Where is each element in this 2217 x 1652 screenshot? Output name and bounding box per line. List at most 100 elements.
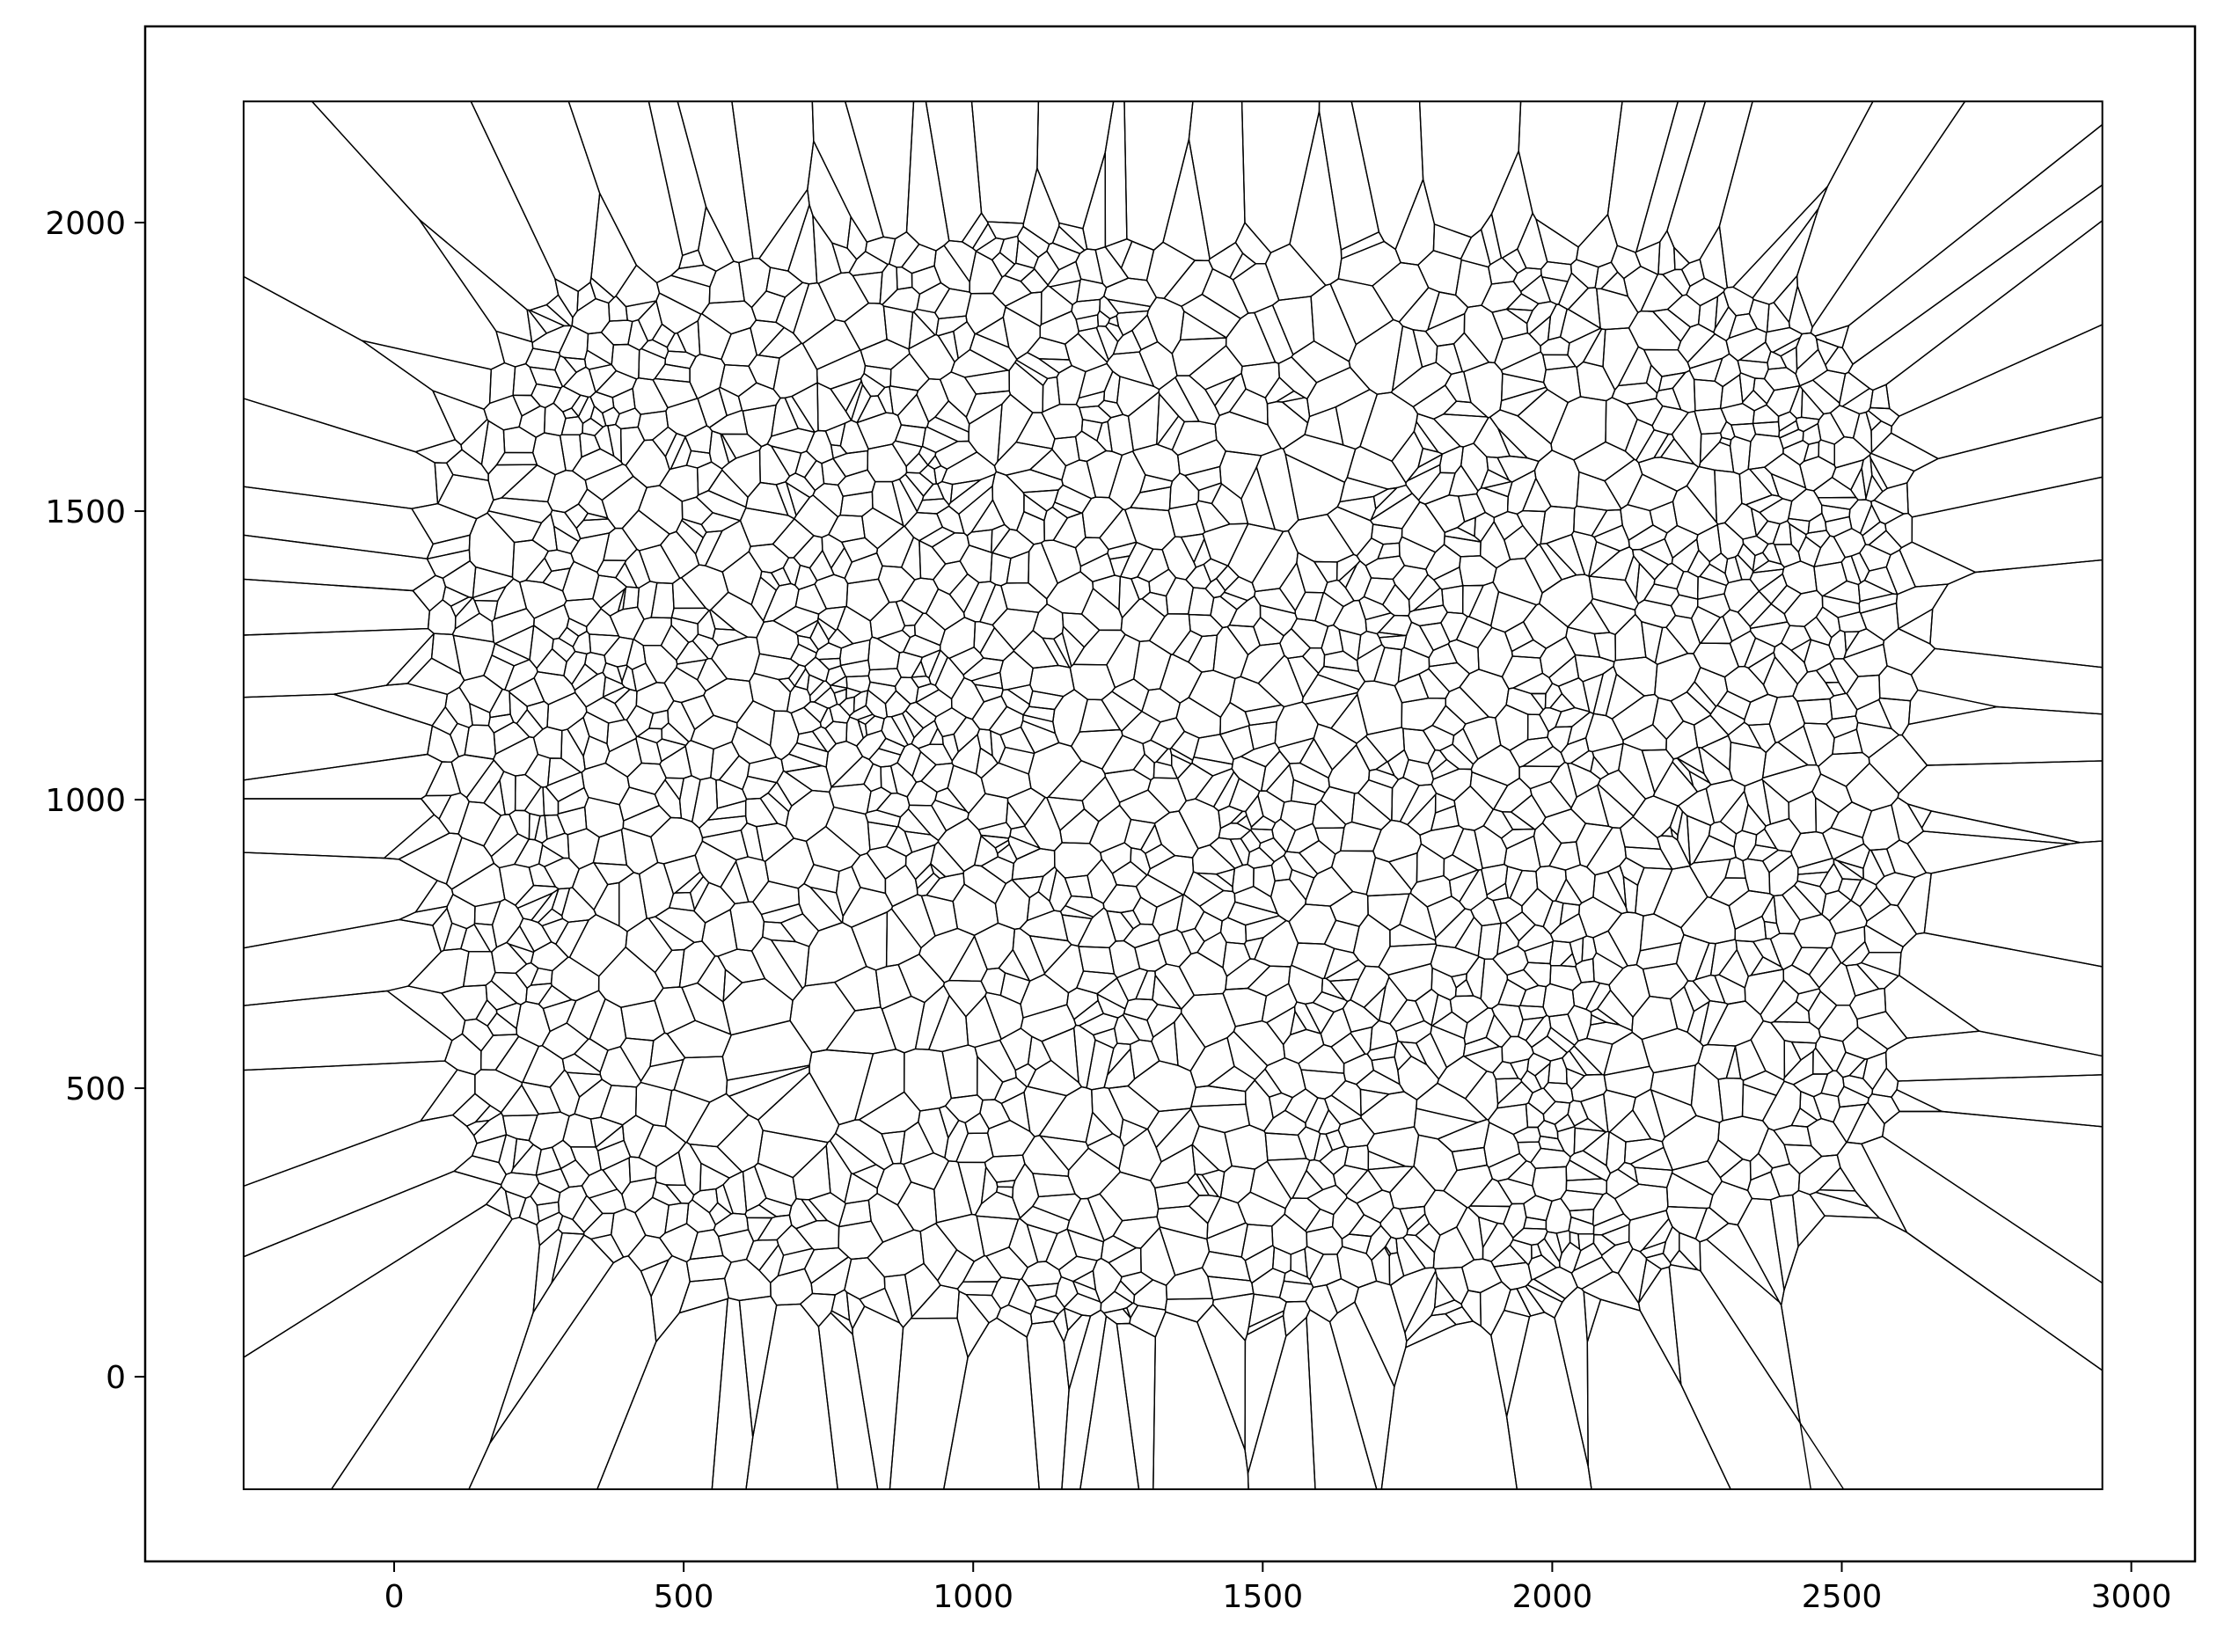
- voronoi-cell: [1394, 179, 1436, 266]
- voronoi-cell: [1527, 1087, 1556, 1115]
- voronoi-cell: [720, 860, 750, 905]
- voronoi-cell: [1154, 963, 1196, 1010]
- voronoi-cell: [1329, 278, 1394, 346]
- voronoi-cell: [1628, 310, 1682, 351]
- voronoi-cell: [914, 863, 934, 889]
- voronoi-cell: [1222, 987, 1268, 1027]
- voronoi-cell: [694, 530, 723, 567]
- voronoi-cell: [528, 813, 541, 841]
- voronoi-cell: [966, 529, 993, 553]
- voronoi-cell: [706, 800, 747, 821]
- voronoi-cell: [789, 981, 856, 1054]
- voronoi-cell: [1522, 478, 1552, 513]
- voronoi-cell: [803, 864, 840, 894]
- voronoi-cell: [664, 433, 686, 471]
- voronoi-cell: [1019, 1205, 1071, 1235]
- voronoi-cell: [1254, 919, 1299, 968]
- voronoi-cell: [1744, 637, 1776, 669]
- voronoi-cell: [607, 423, 622, 463]
- voronoi-cell: [1101, 691, 1143, 732]
- voronoi-cell: [825, 665, 846, 686]
- voronoi-cell: [1100, 1290, 1134, 1314]
- voronoi-cell: [974, 683, 1004, 703]
- voronoi-cell: [1365, 727, 1406, 763]
- voronoi-cell: [1489, 591, 1538, 633]
- voronoi-cell: [1061, 612, 1101, 648]
- voronoi-cell: [684, 740, 714, 781]
- voronoi-cell: [867, 681, 897, 705]
- voronoi-cell: [553, 525, 580, 554]
- voronoi-cell: [1863, 566, 1899, 596]
- voronoi-cell: [621, 665, 637, 692]
- voronoi-cell: [579, 432, 601, 458]
- voronoi-cell: [464, 724, 496, 760]
- voronoi-cell: [425, 761, 462, 797]
- voronoi-cell: [555, 919, 589, 959]
- voronoi-cell: [1632, 795, 1679, 838]
- voronoi-cell: [1576, 361, 1616, 402]
- voronoi-cell: [1288, 762, 1330, 793]
- voronoi-cell: [597, 946, 664, 1008]
- voronoi-cell: [444, 1033, 482, 1076]
- voronoi-cell: [758, 188, 810, 272]
- voronoi-cell: [1169, 747, 1194, 765]
- voronoi-cell: [1680, 895, 1737, 945]
- voronoi-cell: [536, 1211, 564, 1246]
- voronoi-cell: [1323, 650, 1360, 672]
- voronoi-cell: [1746, 1171, 1781, 1201]
- voronoi-cell: [1381, 583, 1411, 617]
- voronoi-cell: [1634, 599, 1677, 629]
- voronoi-cell: [1605, 673, 1645, 720]
- voronoi-cell: [889, 1317, 969, 1489]
- voronoi-cell: [474, 1104, 502, 1123]
- voronoi-cell: [1844, 631, 1860, 653]
- voronoi-cell: [1219, 591, 1248, 610]
- voronoi-cell: [1657, 230, 1676, 275]
- voronoi-cell: [975, 747, 999, 779]
- voronoi-cell: [986, 221, 1025, 240]
- voronoi-cell: [1576, 214, 1619, 268]
- voronoi-cell: [608, 295, 628, 322]
- voronoi-cell: [571, 861, 609, 910]
- x-tick-label: 1000: [933, 1579, 1013, 1615]
- voronoi-cell: [1597, 769, 1647, 817]
- voronoi-cell: [475, 999, 498, 1027]
- voronoi-cell: [748, 543, 790, 574]
- voronoi-cell: [1263, 1109, 1306, 1137]
- voronoi-cell: [881, 995, 926, 1054]
- voronoi-cell: [869, 601, 906, 640]
- voronoi-cell: [635, 735, 662, 765]
- voronoi-cell: [1868, 406, 1900, 428]
- voronoi-cell: [742, 775, 778, 800]
- voronoi-cell: [1763, 920, 1781, 940]
- voronoi-cell: [863, 763, 882, 793]
- voronoi-cell: [1462, 1036, 1500, 1057]
- voronoi-cell: [1517, 389, 1569, 445]
- voronoi-cell: [468, 1255, 657, 1489]
- voronoi-cell: [1104, 322, 1124, 342]
- voronoi-cell: [977, 1056, 1004, 1101]
- voronoi-cell: [1103, 1048, 1136, 1089]
- voronoi-cell: [1796, 871, 1829, 888]
- voronoi-cell: [648, 916, 695, 952]
- voronoi-cell: [502, 426, 537, 454]
- voronoi-cell: [1488, 1152, 1527, 1182]
- voronoi-cell: [824, 720, 848, 745]
- voronoi-cell: [1734, 1039, 1767, 1081]
- voronoi-cell: [1749, 603, 1789, 629]
- voronoi-cell: [530, 888, 560, 924]
- voronoi-cell: [1793, 913, 1837, 949]
- voronoi-cell: [1549, 692, 1576, 713]
- voronoi-cell: [1027, 1035, 1052, 1071]
- voronoi-cell: [999, 972, 1031, 1005]
- voronoi-cell: [1212, 625, 1249, 680]
- voronoi-cell: [1245, 794, 1264, 828]
- voronoi-cell: [1923, 840, 2103, 968]
- voronoi-bounding-box: [242, 100, 2104, 1490]
- voronoi-cell: [1760, 979, 1800, 1024]
- voronoi-cell: [689, 875, 710, 910]
- voronoi-cell: [1443, 854, 1479, 881]
- voronoi-cell: [1066, 1229, 1104, 1261]
- voronoi-cell: [1119, 1271, 1154, 1296]
- voronoi-cell: [975, 316, 1010, 348]
